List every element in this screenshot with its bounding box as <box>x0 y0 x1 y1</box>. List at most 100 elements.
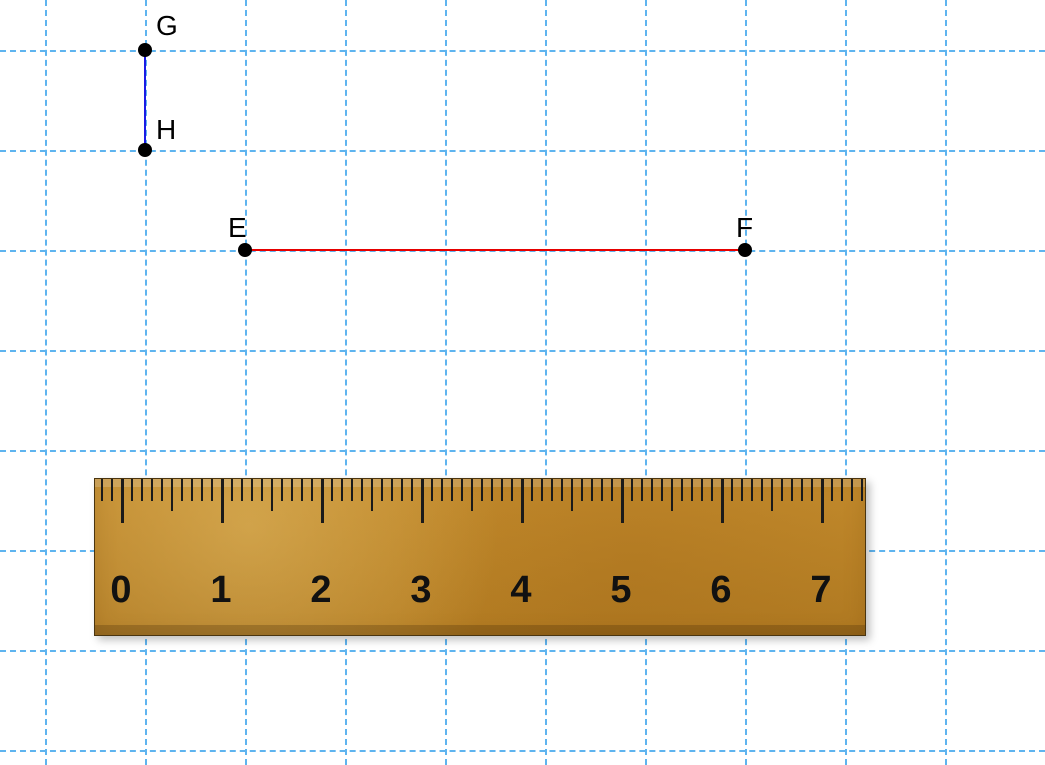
ruler-tick <box>141 479 143 501</box>
ruler-tick <box>491 479 493 501</box>
ruler-tick <box>841 479 843 501</box>
ruler-number-4: 4 <box>510 569 531 612</box>
point-G <box>138 43 152 57</box>
grid-hline <box>0 750 1045 752</box>
ruler-tick <box>201 479 203 501</box>
ruler-tick <box>131 479 133 501</box>
ruler-tick <box>691 479 693 501</box>
ruler-tick <box>231 479 233 501</box>
ruler-tick <box>821 479 824 523</box>
ruler-tick <box>161 479 163 501</box>
ruler-tick <box>521 479 524 523</box>
ruler-tick <box>251 479 253 501</box>
ruler-tick <box>611 479 613 501</box>
ruler-tick <box>461 479 463 501</box>
ruler-number-1: 1 <box>210 569 231 612</box>
point-E <box>238 243 252 257</box>
ruler-tick <box>151 479 153 501</box>
ruler-tick <box>761 479 763 501</box>
ruler-tick <box>601 479 603 501</box>
ruler-number-2: 2 <box>310 569 331 612</box>
ruler-tick <box>101 479 103 501</box>
ruler-tick <box>391 479 393 501</box>
ruler-tick <box>661 479 663 501</box>
ruler-tick <box>221 479 224 523</box>
ruler-bottom-strip <box>95 625 865 635</box>
ruler-tick <box>591 479 593 501</box>
ruler-tick <box>351 479 353 501</box>
point-H <box>138 143 152 157</box>
ruler-tick <box>121 479 124 523</box>
ruler-tick <box>211 479 213 501</box>
ruler-tick <box>631 479 633 501</box>
ruler-tick <box>361 479 363 501</box>
grid-hline <box>0 650 1045 652</box>
ruler-tick <box>851 479 853 501</box>
ruler-tick <box>381 479 383 501</box>
ruler-tick <box>281 479 283 501</box>
ruler-number-3: 3 <box>410 569 431 612</box>
ruler-tick <box>571 479 573 511</box>
ruler-tick <box>541 479 543 501</box>
ruler-tick <box>471 479 473 511</box>
ruler-number-6: 6 <box>710 569 731 612</box>
ruler-tick <box>301 479 303 501</box>
ruler-tick <box>791 479 793 501</box>
ruler-tick <box>311 479 313 501</box>
ruler-tick <box>681 479 683 501</box>
ruler: 0 1 2 3 4 5 6 7 <box>94 478 866 636</box>
ruler-tick <box>651 479 653 501</box>
ruler-tick <box>621 479 624 523</box>
ruler-tick <box>781 479 783 501</box>
grid-hline <box>0 350 1045 352</box>
point-label-E: E <box>228 212 247 244</box>
ruler-number-7: 7 <box>810 569 831 612</box>
ruler-tick <box>431 479 433 501</box>
ruler-tick <box>751 479 753 501</box>
point-label-F: F <box>736 212 753 244</box>
ruler-tick <box>321 479 324 523</box>
ruler-tick <box>401 479 403 501</box>
ruler-tick <box>331 479 333 501</box>
point-label-G: G <box>156 10 178 42</box>
point-label-H: H <box>156 114 176 146</box>
ruler-tick <box>551 479 553 501</box>
ruler-tick <box>481 479 483 501</box>
ruler-tick <box>561 479 563 501</box>
ruler-tick <box>641 479 643 501</box>
ruler-tick <box>501 479 503 501</box>
ruler-tick <box>731 479 733 501</box>
ruler-tick <box>191 479 193 501</box>
ruler-tick <box>701 479 703 501</box>
ruler-tick <box>171 479 173 511</box>
ruler-tick <box>451 479 453 501</box>
ruler-tick <box>801 479 803 501</box>
ruler-tick <box>811 479 813 501</box>
segment-GH <box>144 50 146 150</box>
ruler-tick <box>291 479 293 501</box>
ruler-tick <box>261 479 263 501</box>
ruler-tick <box>771 479 773 511</box>
ruler-tick <box>111 479 113 501</box>
grid-hline <box>0 50 1045 52</box>
ruler-number-5: 5 <box>610 569 631 612</box>
ruler-tick <box>411 479 413 501</box>
ruler-tick <box>831 479 833 501</box>
point-F <box>738 243 752 257</box>
ruler-tick <box>671 479 673 511</box>
grid-hline <box>0 150 1045 152</box>
ruler-tick <box>271 479 273 511</box>
ruler-tick <box>531 479 533 501</box>
ruler-tick <box>341 479 343 501</box>
ruler-tick <box>721 479 724 523</box>
ruler-tick <box>371 479 373 511</box>
ruler-tick <box>741 479 743 501</box>
ruler-tick <box>421 479 424 523</box>
segment-EF <box>245 249 745 251</box>
ruler-tick <box>181 479 183 501</box>
ruler-tick <box>511 479 513 501</box>
ruler-tick <box>581 479 583 501</box>
ruler-number-0: 0 <box>110 569 131 612</box>
grid-hline <box>0 450 1045 452</box>
ruler-tick <box>861 479 863 501</box>
